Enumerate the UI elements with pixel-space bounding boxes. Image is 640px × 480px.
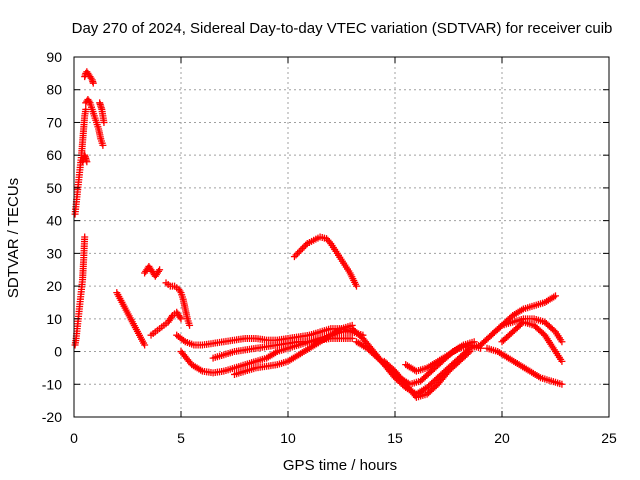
chart-title: Day 270 of 2024, Sidereal Day-to-day VTE… <box>72 20 613 37</box>
data-point <box>558 338 566 346</box>
y-tick-label: 40 <box>46 213 62 229</box>
series-rise-4h <box>147 308 185 339</box>
data-point <box>300 243 308 251</box>
series-dip-14h-a <box>348 325 485 398</box>
data-point <box>176 287 184 295</box>
series-late-fall-b <box>498 318 566 365</box>
data-point <box>348 334 356 342</box>
data-point <box>82 105 90 113</box>
y-tick-label: 80 <box>46 82 62 98</box>
y-tick-label: 10 <box>46 311 62 327</box>
data-point <box>298 244 306 252</box>
data-point <box>558 357 566 365</box>
data-point <box>100 118 108 126</box>
data-point <box>294 249 302 257</box>
y-axis-label: SDTVAR / TECUs <box>5 178 22 298</box>
series-late-rise-a <box>477 292 559 349</box>
data-point <box>558 380 566 388</box>
data-point <box>81 233 89 241</box>
plot-frame <box>73 56 610 418</box>
data-point <box>85 97 93 105</box>
data-point <box>141 341 149 349</box>
data-point <box>496 323 504 331</box>
x-tick-label: 5 <box>177 430 185 446</box>
data-point <box>89 79 97 87</box>
y-tick-label: 20 <box>46 278 62 294</box>
data-point <box>325 238 333 246</box>
series-dip-14h-c <box>380 348 474 401</box>
grid <box>74 57 609 417</box>
x-tick-label: 10 <box>280 430 296 446</box>
series-early-decay <box>82 96 107 149</box>
y-tick-label: 0 <box>54 344 62 360</box>
series-early-low <box>79 151 91 166</box>
series-early-shelf <box>96 99 108 126</box>
data-marks <box>71 68 566 401</box>
y-tick-label: 70 <box>46 114 62 130</box>
axis-ticks: 0 5 10 15 20 25 -20 -10 0 10 20 30 40 50 60 70 80 90 <box>42 49 617 446</box>
series-hump-11h <box>290 233 360 290</box>
data-point <box>552 292 559 300</box>
data-point <box>302 241 310 249</box>
series-band-4h5 <box>162 279 194 329</box>
data-point <box>466 348 474 356</box>
data-point <box>292 251 300 259</box>
series-dip-14h-d <box>402 341 485 375</box>
series-early-peak <box>81 68 97 87</box>
data-point <box>99 141 107 149</box>
data-point <box>167 313 175 321</box>
data-point <box>176 313 184 321</box>
data-point <box>295 248 303 256</box>
y-tick-label: 30 <box>46 245 62 261</box>
series-isolated <box>113 289 149 349</box>
x-axis-label: GPS time / hours <box>283 457 397 474</box>
x-tick-label: 0 <box>70 430 78 446</box>
x-tick-label: 15 <box>387 430 403 446</box>
series-cluster-3h <box>141 262 164 280</box>
x-tick-label: 20 <box>494 430 510 446</box>
data-point <box>464 349 472 357</box>
y-tick-label: 60 <box>46 147 62 163</box>
y-tick-label: -10 <box>42 376 62 392</box>
series-late-rise-b <box>487 315 566 346</box>
data-point <box>352 282 360 290</box>
data-point <box>155 267 163 275</box>
data-point <box>156 266 164 274</box>
data-point <box>186 321 194 329</box>
x-tick-label: 25 <box>601 430 617 446</box>
series-curve-a <box>173 325 356 349</box>
y-tick-label: 90 <box>46 49 62 65</box>
data-point <box>297 246 305 254</box>
data-point <box>83 158 91 166</box>
y-tick-label: 50 <box>46 180 62 196</box>
series-early-rise <box>71 233 89 349</box>
y-tick-label: -20 <box>42 409 62 425</box>
series-curve-b <box>177 328 367 377</box>
data-point <box>177 315 185 323</box>
series-curve-d <box>231 321 356 378</box>
series-late-fall-a <box>483 344 566 388</box>
data-point <box>290 253 298 261</box>
data-point <box>87 74 95 82</box>
